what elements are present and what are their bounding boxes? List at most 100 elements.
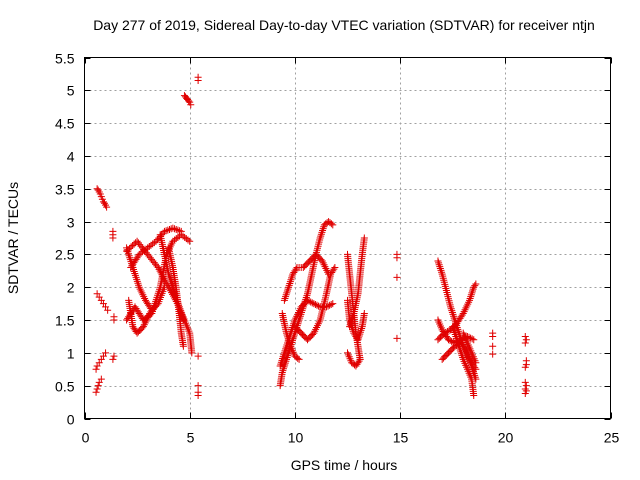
y-tick-label: 5.5 bbox=[55, 51, 75, 67]
data-point bbox=[317, 232, 325, 240]
x-axis-label: GPS time / hours bbox=[291, 457, 398, 473]
chart-title: Day 277 of 2019, Sidereal Day-to-day VTE… bbox=[93, 17, 595, 33]
data-point bbox=[489, 332, 497, 340]
data-point bbox=[179, 342, 187, 350]
x-tick-labels: 0 5 10 15 20 25 bbox=[82, 430, 620, 446]
y-tick-label: 4.5 bbox=[55, 116, 75, 132]
y-tick-label: 2.5 bbox=[55, 247, 75, 263]
data-point bbox=[166, 225, 174, 233]
data-point bbox=[355, 357, 363, 365]
y-tick-label: 2 bbox=[67, 280, 75, 296]
data-point bbox=[435, 261, 443, 269]
data-point bbox=[360, 234, 368, 242]
data-point bbox=[93, 385, 101, 393]
x-tick-label: 10 bbox=[288, 430, 304, 446]
data-point bbox=[110, 316, 118, 324]
data-point bbox=[393, 334, 401, 342]
data-point bbox=[330, 265, 338, 273]
y-tick-label: 3.5 bbox=[55, 182, 75, 198]
data-point bbox=[327, 220, 335, 228]
x-tick-label: 0 bbox=[82, 430, 90, 446]
data-point bbox=[471, 282, 479, 290]
data-point bbox=[194, 76, 202, 84]
data-point bbox=[331, 264, 339, 272]
data-point bbox=[283, 287, 291, 295]
data-point bbox=[149, 305, 157, 313]
data-point bbox=[174, 226, 182, 234]
data-point bbox=[307, 298, 315, 306]
data-point bbox=[155, 265, 163, 273]
plot-frame bbox=[84, 57, 611, 419]
data-point bbox=[442, 328, 450, 336]
data-point bbox=[393, 273, 401, 281]
y-tick-label: 1.5 bbox=[55, 313, 75, 329]
y-tick-label: 3 bbox=[67, 215, 75, 231]
data-point bbox=[467, 334, 475, 342]
data-point bbox=[188, 349, 196, 357]
y-tick-label: 5 bbox=[67, 83, 75, 99]
data-point bbox=[437, 266, 445, 274]
data-point bbox=[313, 301, 321, 309]
data-point bbox=[438, 268, 446, 276]
data-point bbox=[185, 97, 193, 105]
data-point bbox=[184, 236, 192, 244]
data-point bbox=[92, 388, 100, 396]
data-point bbox=[521, 332, 529, 340]
data-point bbox=[103, 203, 111, 211]
y-tick-labels: 0 0.5 1 1.5 2 2.5 3 3.5 4 4.5 5 5.5 bbox=[55, 51, 75, 428]
data-point bbox=[468, 335, 476, 343]
data-point bbox=[194, 352, 202, 360]
data-point bbox=[194, 392, 202, 400]
data-point bbox=[285, 281, 293, 289]
data-point bbox=[448, 309, 456, 317]
data-point bbox=[326, 301, 334, 309]
data-point bbox=[310, 300, 318, 308]
data-point bbox=[154, 264, 162, 272]
data-point bbox=[281, 294, 289, 302]
data-point bbox=[448, 337, 456, 345]
data-point bbox=[286, 278, 294, 286]
data-point bbox=[286, 279, 294, 287]
data-point bbox=[521, 390, 529, 398]
data-point bbox=[150, 239, 158, 247]
data-point bbox=[92, 365, 100, 373]
data-point bbox=[305, 297, 313, 305]
data-point bbox=[311, 300, 319, 308]
data-point bbox=[304, 296, 312, 304]
data-point bbox=[160, 283, 168, 291]
data-point bbox=[489, 342, 497, 350]
data-point bbox=[97, 375, 105, 383]
data-point bbox=[436, 263, 444, 271]
data-point bbox=[446, 337, 454, 345]
data-point bbox=[177, 227, 185, 235]
data-point bbox=[171, 225, 179, 233]
data-point bbox=[521, 339, 529, 347]
y-tick-label: 0 bbox=[67, 412, 75, 428]
data-point bbox=[287, 276, 295, 284]
data-point bbox=[472, 359, 480, 367]
data-point bbox=[295, 355, 303, 363]
data-point bbox=[444, 336, 452, 344]
data-point bbox=[521, 378, 529, 386]
data-point bbox=[283, 289, 291, 297]
data-point bbox=[449, 310, 457, 318]
data-point bbox=[104, 306, 112, 314]
data-point bbox=[308, 299, 316, 307]
data-point bbox=[319, 226, 327, 234]
data-point bbox=[280, 296, 288, 304]
axis-ticks bbox=[84, 57, 612, 420]
data-point bbox=[94, 382, 102, 390]
data-point bbox=[360, 309, 368, 317]
data-point bbox=[327, 300, 335, 308]
y-tick-label: 4 bbox=[67, 149, 75, 165]
data-point bbox=[318, 228, 326, 236]
data-point bbox=[434, 257, 442, 265]
data-point bbox=[329, 221, 337, 229]
data-point bbox=[329, 300, 337, 308]
data-point bbox=[356, 355, 364, 363]
data-point bbox=[468, 289, 476, 297]
data-point bbox=[109, 234, 117, 242]
data-series bbox=[92, 73, 530, 400]
data-point bbox=[162, 227, 170, 235]
data-point bbox=[179, 316, 187, 324]
